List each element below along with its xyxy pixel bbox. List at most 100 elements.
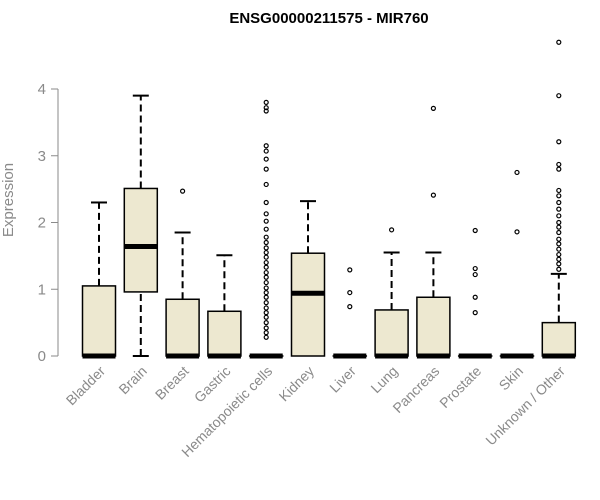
- outlier-point: [263, 226, 269, 232]
- outlier-point: [263, 285, 269, 291]
- outlier-point: [263, 294, 269, 300]
- outlier-point: [263, 274, 269, 280]
- outlier-point: [263, 305, 269, 311]
- box-group: [290, 200, 326, 357]
- outlier-point: [263, 254, 269, 260]
- outlier-point: [263, 269, 269, 276]
- outlier-point: [389, 227, 395, 233]
- y-tick-label: 4: [38, 81, 46, 98]
- outlier-point: [263, 105, 269, 111]
- box-group: [457, 227, 493, 359]
- outlier-point: [556, 193, 562, 199]
- y-tick-label: 3: [38, 148, 46, 165]
- x-category-label: Unknown / Other: [482, 363, 568, 449]
- box-body: [165, 298, 200, 357]
- box-body: [290, 252, 326, 357]
- outlier-point: [430, 105, 436, 111]
- outlier-point: [347, 289, 353, 296]
- outlier-point: [556, 241, 562, 247]
- chart-title: ENSG00000211575 - MIR760: [229, 10, 428, 27]
- outlier-point: [472, 265, 478, 272]
- outlier-point: [556, 187, 562, 194]
- box-group: [499, 169, 535, 359]
- y-tick-label: 0: [38, 348, 46, 365]
- outlier-point: [514, 229, 520, 235]
- outlier-point: [556, 39, 562, 45]
- outlier-point: [263, 320, 269, 326]
- outlier-point: [556, 256, 562, 262]
- outlier-point: [472, 294, 478, 300]
- outlier-point: [263, 334, 269, 340]
- box-body: [374, 309, 409, 357]
- x-category-label: Brain: [115, 363, 149, 397]
- x-category-label: Lung: [367, 363, 400, 396]
- outlier-point: [263, 314, 269, 320]
- outlier-point: [263, 218, 269, 224]
- box-body: [541, 321, 577, 357]
- outlier-point: [263, 330, 269, 336]
- box-group: [416, 105, 451, 359]
- box-body: [123, 187, 159, 293]
- outlier-point: [347, 304, 353, 310]
- outlier-point: [472, 310, 478, 316]
- outlier-point: [556, 166, 562, 172]
- outlier-point: [472, 271, 478, 278]
- outlier-point: [263, 264, 269, 270]
- outlier-point: [556, 219, 562, 226]
- y-tick-label: 2: [38, 215, 46, 232]
- x-category-label: Prostate: [436, 363, 484, 411]
- box-group: [248, 99, 284, 359]
- outlier-point: [556, 206, 562, 212]
- outlier-point: [263, 300, 269, 306]
- outlier-point: [556, 236, 562, 242]
- boxes-layer: [81, 39, 577, 359]
- box-group: [165, 188, 200, 359]
- outlier-point: [263, 310, 269, 316]
- x-category-label: Skin: [496, 363, 527, 394]
- outlier-point: [180, 188, 186, 194]
- outlier-point: [263, 289, 269, 296]
- outlier-point: [263, 108, 269, 114]
- outlier-point: [263, 279, 269, 286]
- box-body: [207, 310, 242, 357]
- box-group: [207, 254, 242, 359]
- outlier-point: [263, 234, 269, 240]
- outlier-point: [263, 259, 269, 266]
- x-category-label: Kidney: [276, 363, 318, 405]
- outlier-point: [263, 181, 269, 188]
- outlier-point: [556, 229, 562, 236]
- box-group: [332, 267, 368, 359]
- outlier-point: [263, 143, 269, 149]
- outlier-point: [472, 227, 478, 234]
- box-group: [541, 39, 577, 359]
- outlier-point: [430, 192, 436, 198]
- outlier-point: [556, 161, 562, 168]
- outlier-point: [263, 99, 269, 105]
- outlier-point: [556, 93, 562, 99]
- box-group: [81, 201, 117, 359]
- outlier-point: [263, 211, 269, 217]
- outlier-point: [263, 249, 269, 256]
- box-group: [123, 94, 159, 357]
- box-body: [81, 285, 117, 357]
- outlier-point: [263, 156, 269, 162]
- outlier-point: [514, 169, 520, 176]
- outlier-point: [556, 213, 562, 219]
- outlier-point: [556, 199, 562, 206]
- y-axis: 0 1 2 3 4: [38, 81, 59, 365]
- box-body: [416, 296, 451, 357]
- outlier-point: [556, 246, 562, 252]
- outlier-point: [263, 166, 269, 172]
- outlier-point: [263, 148, 269, 154]
- outlier-point: [347, 267, 353, 273]
- x-category-label: Bladder: [63, 363, 109, 409]
- outlier-point: [556, 224, 562, 230]
- x-category-label: Liver: [326, 363, 359, 396]
- y-axis-label: Expression: [0, 163, 17, 237]
- outlier-point: [263, 199, 269, 206]
- outlier-point: [263, 245, 269, 251]
- box-group: [374, 227, 409, 359]
- outlier-point: [263, 239, 269, 246]
